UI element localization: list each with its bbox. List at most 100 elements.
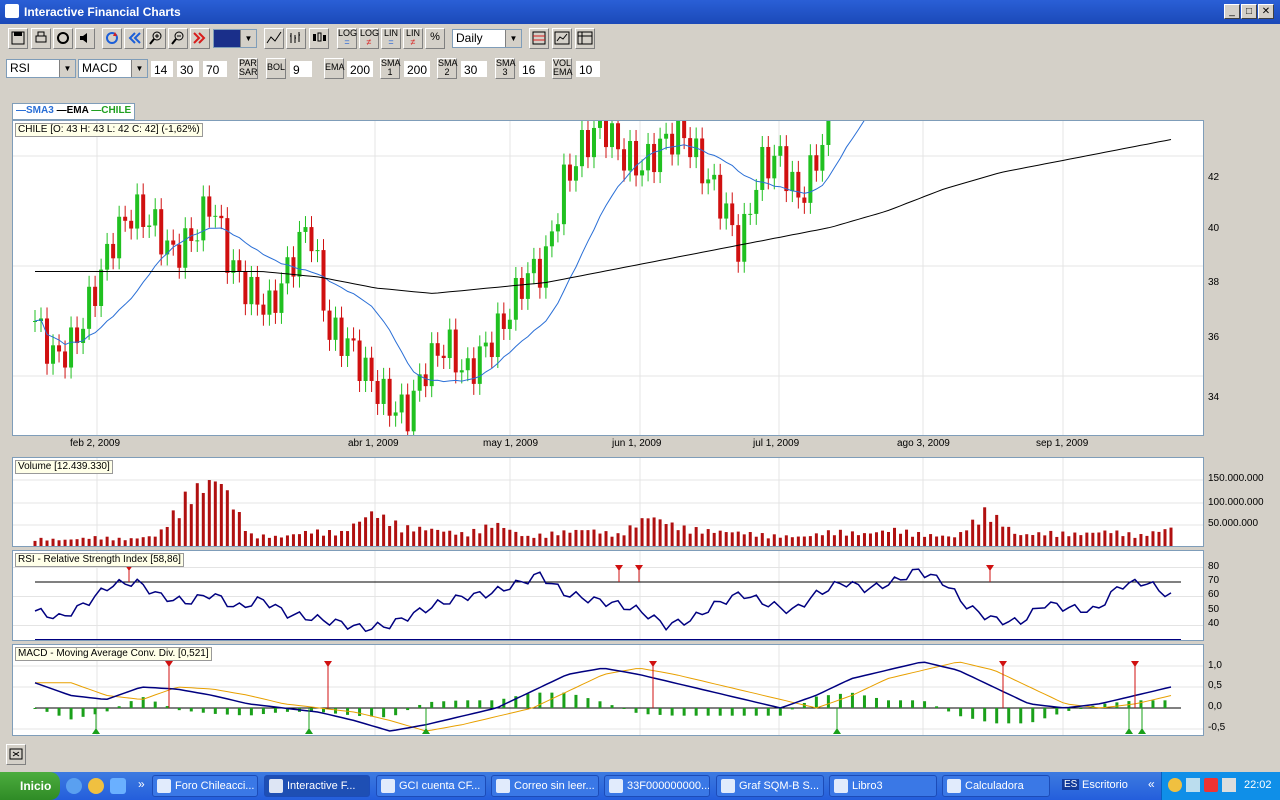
expand-tray-icon[interactable]: « [1148,777,1155,791]
settings-icon[interactable] [53,28,73,49]
rsi-panel[interactable]: RSI - Relative Strength Index [58,86] [12,550,1204,641]
macd-histogram-bar [309,708,313,712]
ema-field[interactable]: 200 [346,60,374,78]
tray-clock-icon[interactable] [1168,778,1182,792]
volume-bar [328,530,332,546]
main-toolbar: ▼ LOG = LOG ≠ LIN = LIN ≠ % Daily ▼ [0,25,1280,53]
macd-histogram-bar [899,700,903,708]
sma3-button[interactable]: SMA 3 [495,58,516,79]
scroll-left-icon[interactable] [124,28,144,49]
clock-app-icon[interactable] [88,778,104,794]
volume-bar [51,538,55,546]
macd-histogram-bar [45,708,49,712]
vol-ema-button[interactable]: VOL EMA [552,58,573,79]
candle-body [724,203,729,219]
volume-bar [75,539,79,546]
indicator2-select[interactable]: MACD ▼ [78,59,148,78]
minimize-button[interactable]: _ [1224,4,1240,19]
volume-bar [111,540,115,546]
ema-button[interactable]: EMA [324,58,345,79]
log-scale-alt-button[interactable]: LOG ≠ [359,28,380,49]
data-table-icon[interactable] [575,28,595,49]
zoom-out-icon[interactable] [168,28,188,49]
line-chart-icon[interactable] [264,28,284,49]
bollinger-field[interactable]: 9 [289,60,313,78]
tray-security-icon[interactable] [1204,778,1218,792]
volume-bar [664,524,668,546]
task-pdf[interactable]: 33F000000000... [604,775,710,797]
task-foro[interactable]: Foro Chileacci... [152,775,258,797]
linear-scale-alt-button[interactable]: LIN ≠ [403,28,423,49]
ie-icon[interactable] [66,778,82,794]
print-icon[interactable] [31,28,51,49]
window-title: Interactive Financial Charts [24,5,181,19]
macd-histogram-bar [177,708,181,711]
candle-body [718,174,723,219]
x-tick: may 1, 2009 [483,438,539,449]
more-quicklaunch-icon[interactable]: » [138,777,145,791]
volume-bar [1163,529,1167,546]
volume-bar [340,530,344,546]
par-sar-button[interactable]: PAR SAR [238,58,258,79]
desktop-toolbar[interactable]: Escritorio [1082,779,1128,791]
indicator1-select[interactable]: RSI ▼ [6,59,76,78]
color-select[interactable]: ▼ [213,29,257,48]
bar-chart-icon[interactable] [286,28,306,49]
candle-body [441,355,446,359]
zoom-in-icon[interactable] [146,28,166,49]
fit-screen-icon[interactable] [6,744,26,765]
layout-icon[interactable] [529,28,549,49]
candlestick-icon[interactable] [309,28,329,49]
price-chart-panel[interactable]: CHILE [O: 43 H: 43 L: 42 C: 42] (-1,62%) [12,120,1204,436]
volume-bar [712,532,716,546]
close-button[interactable]: ✕ [1258,4,1274,19]
sell-signal-marker [1131,661,1139,667]
sma1-field[interactable]: 200 [403,60,431,78]
sma2-button[interactable]: SMA 2 [437,58,458,79]
chart-window-icon[interactable] [552,28,572,49]
start-button[interactable]: Inicio [0,772,60,800]
save-icon[interactable] [8,28,28,49]
vol-ema-field[interactable]: 10 [575,60,601,78]
volume-bar [820,535,824,546]
task-correo[interactable]: Correo sin leer... [491,775,599,797]
task-gci[interactable]: GCI cuenta CF... [376,775,486,797]
refresh-icon[interactable] [102,28,122,49]
music-icon[interactable] [110,778,126,794]
tray-volume-icon[interactable] [1222,778,1236,792]
volume-bar [1115,530,1119,546]
scroll-right-icon[interactable] [190,28,210,49]
candle-body [796,171,801,198]
linear-scale-button[interactable]: LIN = [381,28,401,49]
macd-chart [13,645,1203,735]
bollinger-button[interactable]: BOL [266,58,286,79]
tray-network-icon[interactable] [1186,778,1200,792]
period-select[interactable]: Daily ▼ [452,29,522,48]
sma1-button[interactable]: SMA 1 [380,58,401,79]
log-scale-button[interactable]: LOG = [337,28,358,49]
task-calculadora[interactable]: Calculadora [942,775,1050,797]
x-tick: sep 1, 2009 [1036,438,1089,449]
volume-bar [141,537,145,546]
language-indicator[interactable]: ES [1062,779,1080,790]
macd-panel[interactable]: MACD - Moving Average Conv. Div. [0,521] [12,644,1204,736]
sell-signal-marker [165,661,173,667]
rsi-period-field[interactable]: 14 [150,60,174,78]
sma3-field[interactable]: 16 [518,60,546,78]
task-libro3[interactable]: Libro3 [829,775,937,797]
rsi-low-field[interactable]: 30 [176,60,200,78]
task-graf[interactable]: Graf SQM-B S... [716,775,824,797]
sma2-field[interactable]: 30 [460,60,488,78]
maximize-button[interactable]: □ [1241,4,1257,19]
candle-body [435,343,440,356]
rsi-high-field[interactable]: 70 [202,60,228,78]
volume-panel[interactable]: Volume [12.439.330] [12,457,1204,547]
volume-bar [63,539,67,546]
sound-icon[interactable] [75,28,95,49]
task-interactive[interactable]: Interactive F... [264,775,370,797]
percent-scale-button[interactable]: % [425,28,445,49]
volume-bar [682,525,686,546]
macd-histogram-bar [1115,702,1119,708]
candle-body [778,146,783,156]
volume-bar [893,527,897,546]
